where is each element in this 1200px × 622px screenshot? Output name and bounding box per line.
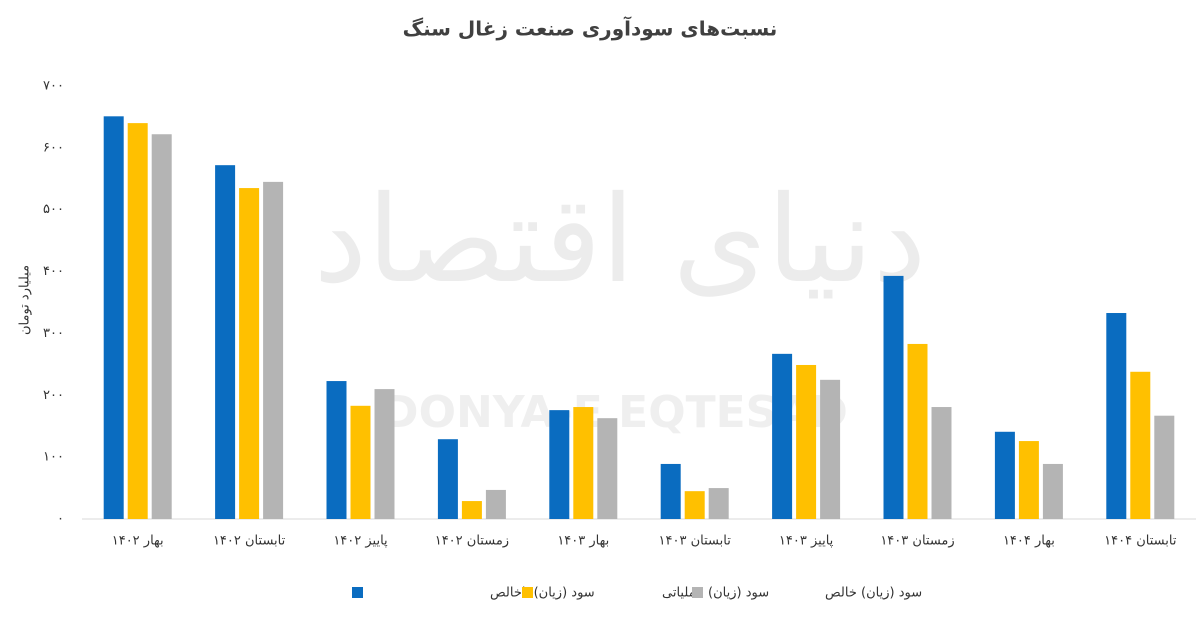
x-tick-label: تابستان ۱۴۰۴ <box>1104 534 1177 549</box>
legend-swatch <box>522 587 533 598</box>
bar <box>1130 371 1151 519</box>
bar <box>907 343 928 519</box>
bar <box>374 389 395 519</box>
legend-label: سود (زیان) خالص <box>825 586 922 601</box>
y-tick-label: ۶۰۰ <box>43 140 64 155</box>
bar <box>708 488 729 519</box>
bar <box>796 364 817 519</box>
bar <box>772 353 793 519</box>
watermark: دنیای اقتصاد <box>314 171 927 310</box>
y-tick-label: ۵۰۰ <box>43 202 64 217</box>
bar <box>820 379 841 519</box>
x-tick-label: پاییز ۱۴۰۲ <box>333 534 388 549</box>
bar <box>1042 463 1063 519</box>
x-tick-label: زمستان ۱۴۰۲ <box>435 534 509 549</box>
bar <box>215 165 236 520</box>
bar <box>994 431 1015 519</box>
bar <box>263 181 284 519</box>
bar <box>549 410 570 519</box>
bar <box>127 123 148 519</box>
bar <box>1106 313 1127 519</box>
bar <box>1154 415 1175 519</box>
bar <box>1018 441 1039 519</box>
bar <box>573 407 594 519</box>
x-tick-label: تابستان ۱۴۰۳ <box>659 534 732 549</box>
bar <box>931 407 952 519</box>
y-tick-label: ۳۰۰ <box>43 326 64 341</box>
bar <box>485 489 506 519</box>
bar <box>239 188 260 520</box>
y-tick-label: ۷۰۰ <box>43 79 64 94</box>
bar <box>103 116 124 519</box>
x-tick-label: زمستان ۱۴۰۳ <box>880 534 954 549</box>
bar <box>660 463 681 519</box>
bar <box>151 134 172 519</box>
y-tick-label: ۴۰۰ <box>43 264 64 279</box>
x-tick-label: پاییز ۱۴۰۳ <box>779 534 834 549</box>
legend-swatch <box>352 587 363 598</box>
bar <box>883 275 904 519</box>
legend-swatch <box>692 587 703 598</box>
bar <box>437 439 458 519</box>
legend-label: سود (زیان) ناخالص <box>490 586 595 601</box>
y-tick-label: ۲۰۰ <box>43 388 64 403</box>
bar <box>326 381 347 519</box>
y-axis-title: میلیارد تومان <box>18 265 33 335</box>
x-tick-label: تابستان ۱۴۰۲ <box>213 534 286 549</box>
x-tick-label: بهار ۱۴۰۴ <box>1003 534 1055 549</box>
bar <box>461 501 482 519</box>
y-tick-label: ۱۰۰ <box>43 450 64 465</box>
bar <box>350 405 371 519</box>
x-tick-label: بهار ۱۴۰۲ <box>112 534 164 549</box>
y-tick-label: ۰ <box>57 512 64 527</box>
bar <box>684 491 705 519</box>
chart-title: نسبت‌های سودآوری صنعت زغال سنگ <box>403 16 778 41</box>
legend-label: سود (زیان) عملیاتی <box>662 586 769 601</box>
bar <box>597 418 618 519</box>
x-tick-label: بهار ۱۴۰۳ <box>557 534 609 549</box>
